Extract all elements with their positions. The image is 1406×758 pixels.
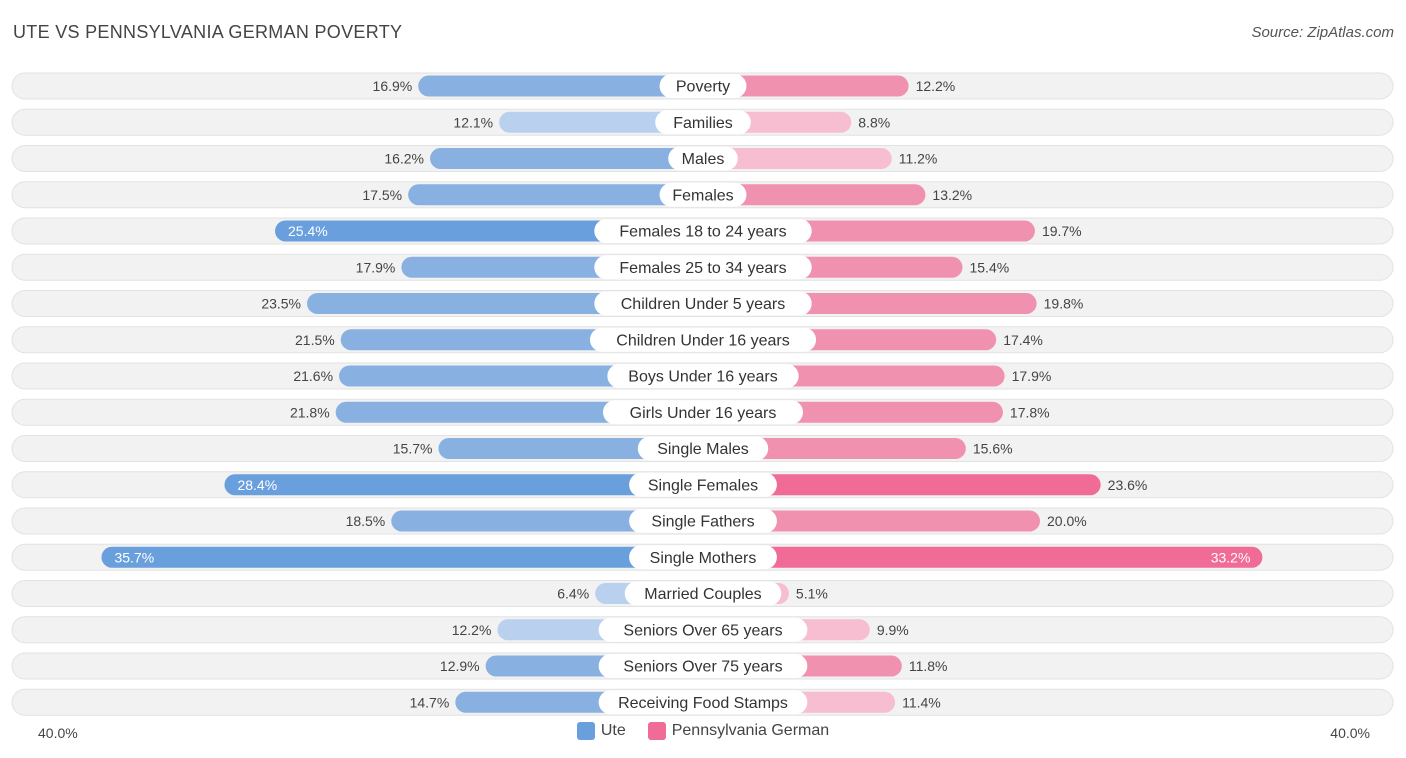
- category-label-seniors-over-75-years: Seniors Over 75 years: [623, 659, 782, 676]
- category-pill-single-females: [629, 472, 777, 497]
- bar-pa-german-poverty: [703, 75, 909, 97]
- value-label-pa-german-boys-under-16-years: 17.9%: [1012, 368, 1052, 384]
- bar-ute-males: [430, 148, 703, 169]
- value-label-pa-german-girls-under-16-years: 17.8%: [1010, 404, 1050, 420]
- category-pill-families: [655, 110, 751, 135]
- value-label-pa-german-single-mothers: 33.2%: [1211, 549, 1251, 565]
- value-label-pa-german-married-couples: 5.1%: [796, 586, 828, 602]
- bar-ute-females: [408, 184, 703, 206]
- bar-ute-single-females: [224, 474, 703, 496]
- source-label: Source: ZipAtlas.com: [1251, 24, 1394, 41]
- value-label-pa-german-poverty: 12.2%: [916, 78, 956, 94]
- value-label-pa-german-children-under-16-years: 17.4%: [1003, 332, 1043, 348]
- value-label-ute-boys-under-16-years: 21.6%: [293, 368, 333, 384]
- value-label-pa-german-males: 11.2%: [899, 151, 938, 167]
- category-label-seniors-over-65-years: Seniors Over 65 years: [623, 622, 782, 639]
- value-label-pa-german-single-fathers: 20.0%: [1047, 513, 1087, 529]
- category-label-single-fathers: Single Fathers: [651, 514, 754, 531]
- category-pill-single-mothers: [629, 545, 777, 570]
- legend-label-ute: Ute: [600, 722, 626, 739]
- category-pill-poverty: [659, 74, 747, 98]
- bar-pa-german-single-males: [703, 438, 966, 459]
- bar-ute-single-fathers: [391, 510, 703, 532]
- value-label-pa-german-children-under-5-years: 19.8%: [1044, 296, 1084, 312]
- category-label-children-under-16-years: Children Under 16 years: [616, 332, 789, 349]
- value-label-ute-children-under-16-years: 21.5%: [295, 332, 335, 348]
- category-pill-boys-under-16-years: [607, 364, 799, 388]
- value-label-ute-females-18-to-24-years: 25.4%: [288, 223, 328, 239]
- value-label-pa-german-single-females: 23.6%: [1108, 477, 1148, 493]
- bar-pa-german-single-females: [703, 474, 1101, 496]
- legend-swatch-pa-german: [647, 722, 666, 740]
- category-pill-seniors-over-65-years: [598, 617, 808, 642]
- value-label-ute-single-mothers: 35.7%: [114, 549, 154, 565]
- category-pill-females-25-to-34-years: [594, 255, 812, 280]
- chart-title: UTE VS PENNSYLVANIA GERMAN POVERTY: [13, 22, 403, 42]
- category-pill-males: [668, 146, 738, 171]
- bar-pa-german-males: [703, 148, 892, 169]
- category-pill-married-couples: [624, 581, 782, 606]
- legend: Ute Pennsylvania German: [0, 722, 1406, 740]
- value-label-ute-males: 16.2%: [384, 151, 424, 167]
- bar-ute-single-mothers: [101, 546, 703, 568]
- value-label-ute-seniors-over-65-years: 12.2%: [452, 622, 492, 638]
- category-label-single-females: Single Females: [648, 477, 758, 494]
- bar-pa-german-single-fathers: [703, 510, 1040, 532]
- value-label-ute-single-males: 15.7%: [393, 441, 433, 457]
- value-label-ute-single-females: 28.4%: [237, 477, 277, 493]
- value-label-ute-females-25-to-34-years: 17.9%: [356, 259, 396, 275]
- category-label-boys-under-16-years: Boys Under 16 years: [628, 369, 777, 386]
- legend-label-pa-german: Pennsylvania German: [671, 722, 830, 739]
- category-label-families: Families: [673, 115, 733, 132]
- category-pill-children-under-16-years: [589, 327, 817, 352]
- category-label-receiving-food-stamps: Receiving Food Stamps: [618, 695, 788, 712]
- bar-pa-german-single-mothers: [703, 546, 1263, 568]
- value-label-ute-seniors-over-75-years: 12.9%: [440, 658, 480, 674]
- category-pill-seniors-over-75-years: [598, 654, 808, 678]
- value-label-pa-german-families: 8.8%: [858, 114, 890, 130]
- category-pill-females-18-to-24-years: [594, 219, 812, 243]
- value-label-ute-receiving-food-stamps: 14.7%: [410, 694, 450, 710]
- bar-ute-single-males: [438, 438, 703, 459]
- value-label-ute-married-couples: 6.4%: [557, 586, 589, 602]
- category-label-children-under-5-years: Children Under 5 years: [621, 296, 786, 313]
- legend-item-pa-german[interactable]: Pennsylvania German: [647, 722, 830, 740]
- category-label-females-18-to-24-years: Females 18 to 24 years: [619, 224, 786, 241]
- category-label-poverty: Poverty: [676, 79, 730, 96]
- value-label-pa-german-seniors-over-65-years: 9.9%: [877, 622, 909, 638]
- bar-pa-german-females: [703, 184, 926, 206]
- value-label-pa-german-seniors-over-75-years: 11.8%: [909, 658, 948, 674]
- category-pill-females: [659, 182, 747, 207]
- legend-item-ute[interactable]: Ute: [576, 722, 626, 740]
- bar-ute-poverty: [418, 75, 703, 97]
- category-label-single-males: Single Males: [657, 441, 749, 458]
- category-pill-single-males: [637, 436, 769, 461]
- legend-swatch-ute: [576, 722, 595, 740]
- value-label-ute-single-fathers: 18.5%: [346, 513, 386, 529]
- value-label-pa-german-females-25-to-34-years: 15.4%: [969, 259, 1009, 275]
- category-pill-children-under-5-years: [594, 291, 812, 316]
- category-pill-single-fathers: [629, 509, 777, 533]
- value-label-ute-females: 17.5%: [362, 187, 402, 203]
- category-label-married-couples: Married Couples: [644, 586, 761, 603]
- axis-right-label: 40.0%: [1330, 725, 1370, 741]
- value-label-pa-german-females-18-to-24-years: 19.7%: [1042, 223, 1082, 239]
- value-label-ute-families: 12.1%: [453, 114, 493, 130]
- value-label-ute-children-under-5-years: 23.5%: [261, 296, 301, 312]
- axis-left-label: 40.0%: [38, 725, 78, 741]
- category-label-males: Males: [682, 151, 725, 168]
- value-label-pa-german-receiving-food-stamps: 11.4%: [902, 694, 941, 710]
- category-label-girls-under-16-years: Girls Under 16 years: [630, 405, 777, 422]
- category-label-single-mothers: Single Mothers: [650, 550, 757, 567]
- value-label-pa-german-single-males: 15.6%: [973, 441, 1013, 457]
- value-label-ute-poverty: 16.9%: [373, 78, 413, 94]
- category-label-females-25-to-34-years: Females 25 to 34 years: [619, 260, 786, 277]
- category-pill-receiving-food-stamps: [598, 690, 808, 715]
- category-label-females: Females: [672, 187, 733, 204]
- value-label-pa-german-females: 13.2%: [932, 187, 972, 203]
- chart: 16.9% 12.2% Poverty 12.1% 8.8% Families 16.2% 1…: [11, 72, 1394, 716]
- bar-ute-families: [499, 111, 703, 133]
- category-pill-girls-under-16-years: [603, 400, 803, 425]
- value-label-ute-girls-under-16-years: 21.8%: [290, 404, 330, 420]
